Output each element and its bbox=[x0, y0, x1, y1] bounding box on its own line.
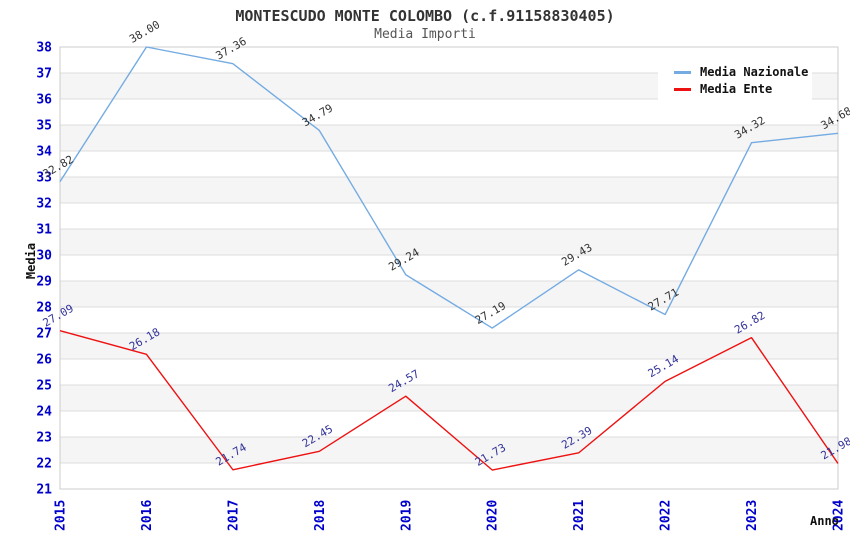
grid-band bbox=[60, 359, 838, 385]
grid-band bbox=[60, 281, 838, 307]
x-axis-title: Anno bbox=[810, 514, 839, 528]
y-tick-label: 30 bbox=[36, 249, 52, 264]
y-tick-label: 24 bbox=[36, 405, 52, 420]
grid-band bbox=[60, 333, 838, 359]
y-tick-label: 33 bbox=[36, 171, 52, 186]
grid-band bbox=[60, 437, 838, 463]
grid-band bbox=[60, 229, 838, 255]
plot-border bbox=[59, 46, 839, 490]
y-tick-label: 26 bbox=[36, 353, 52, 368]
grid-band bbox=[60, 125, 838, 151]
data-label: 38.00 bbox=[127, 18, 162, 46]
y-tick-label: 34 bbox=[36, 145, 52, 160]
y-tick-label: 38 bbox=[36, 41, 52, 56]
legend-label: Media Nazionale bbox=[700, 65, 809, 79]
grid-band bbox=[60, 151, 838, 177]
x-tick-label: 2020 bbox=[486, 500, 501, 531]
grid-band bbox=[60, 203, 838, 229]
y-tick-label: 21 bbox=[36, 483, 52, 498]
x-tick-label: 2016 bbox=[140, 500, 155, 531]
x-tick-label: 2022 bbox=[659, 500, 674, 531]
grid-band bbox=[60, 255, 838, 281]
legend: Media Nazionale Media Ente bbox=[658, 55, 812, 108]
x-tick-label: 2021 bbox=[572, 500, 587, 531]
y-tick-label: 36 bbox=[36, 93, 52, 108]
series-line-media-ente bbox=[59, 329, 839, 471]
chart-subtitle: Media Importi bbox=[374, 27, 476, 42]
legend-swatch-icon bbox=[674, 70, 691, 74]
legend-label: Media Ente bbox=[700, 82, 773, 96]
y-tick-label: 25 bbox=[36, 379, 52, 394]
grid-band bbox=[60, 177, 838, 203]
chart-title: MONTESCUDO MONTE COLOMBO (c.f.9115883040… bbox=[235, 7, 615, 25]
x-tick-label: 2015 bbox=[54, 500, 69, 531]
y-tick-label: 23 bbox=[36, 431, 52, 446]
grid-band bbox=[60, 385, 838, 411]
y-tick-label: 28 bbox=[36, 301, 52, 316]
x-tick-label: 2024 bbox=[832, 500, 847, 531]
series-line-media-nazionale bbox=[59, 46, 839, 329]
y-tick-label: 22 bbox=[36, 457, 52, 472]
grid-band bbox=[60, 307, 838, 333]
legend-swatch-icon bbox=[674, 87, 691, 91]
legend-item-media-nazionale: Media Nazionale bbox=[674, 65, 812, 79]
grid-band bbox=[60, 463, 838, 489]
y-tick-label: 29 bbox=[36, 275, 52, 290]
y-tick-label: 31 bbox=[36, 223, 52, 238]
x-tick-label: 2019 bbox=[399, 500, 414, 531]
x-tick-label: 2018 bbox=[313, 500, 328, 531]
x-tick-label: 2017 bbox=[226, 500, 241, 531]
y-tick-label: 35 bbox=[36, 119, 52, 134]
y-tick-label: 32 bbox=[36, 197, 52, 212]
legend-item-media-ente: Media Ente bbox=[674, 82, 812, 96]
x-tick-label: 2023 bbox=[745, 500, 760, 531]
y-axis-title: Media bbox=[24, 242, 38, 280]
y-tick-label: 37 bbox=[36, 67, 52, 82]
y-tick-label: 27 bbox=[36, 327, 52, 342]
